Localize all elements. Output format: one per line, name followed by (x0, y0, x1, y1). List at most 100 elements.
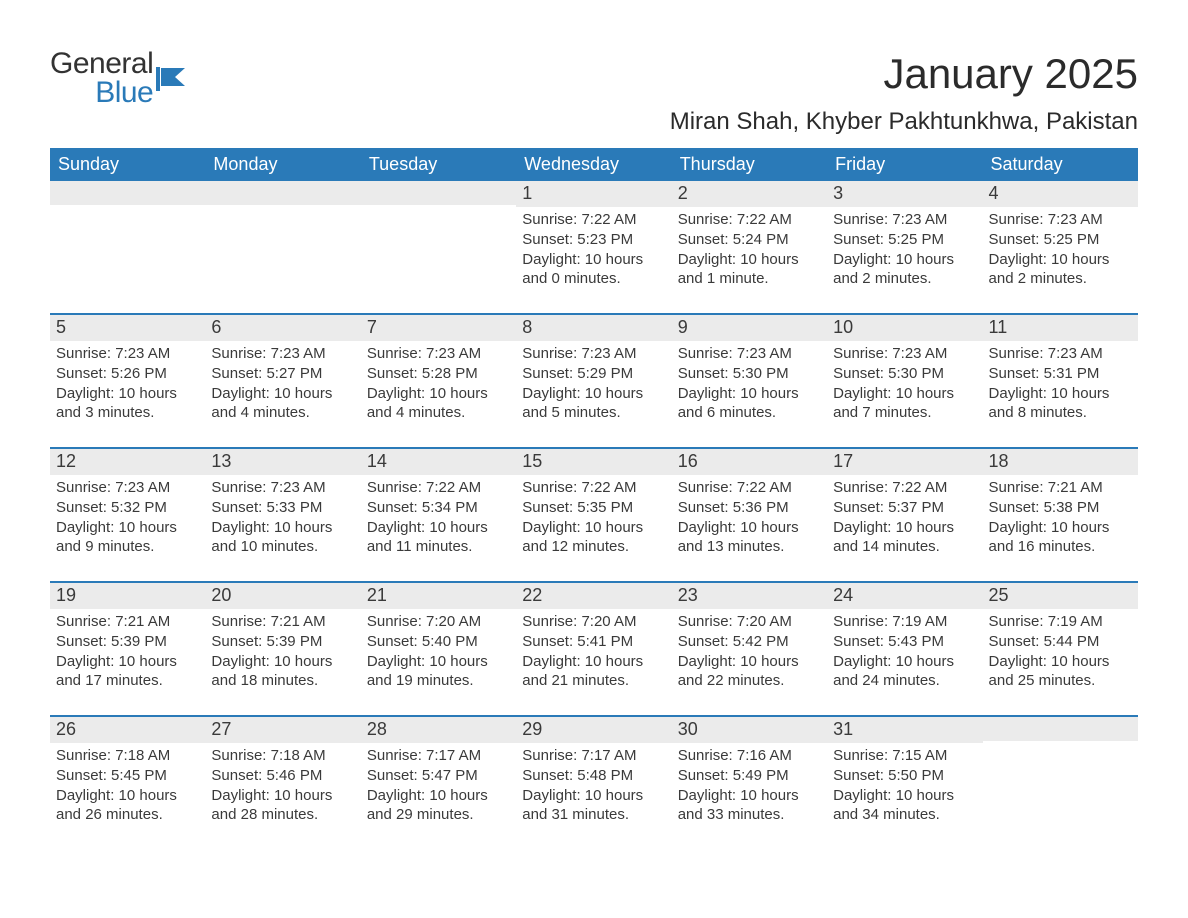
day-number: 3 (827, 181, 982, 207)
day-number: 8 (516, 315, 671, 341)
day-line: Daylight: 10 hours (211, 652, 354, 672)
day-line: and 26 minutes. (56, 805, 199, 825)
day-line: Sunset: 5:36 PM (678, 498, 821, 518)
day-line: Daylight: 10 hours (833, 384, 976, 404)
calendar-day: 1Sunrise: 7:22 AMSunset: 5:23 PMDaylight… (516, 181, 671, 313)
day-line: Sunrise: 7:18 AM (56, 746, 199, 766)
calendar-day: 25Sunrise: 7:19 AMSunset: 5:44 PMDayligh… (983, 583, 1138, 715)
calendar-day: 15Sunrise: 7:22 AMSunset: 5:35 PMDayligh… (516, 449, 671, 581)
day-line: Daylight: 10 hours (56, 384, 199, 404)
day-line: Sunrise: 7:22 AM (678, 210, 821, 230)
day-line: Daylight: 10 hours (833, 250, 976, 270)
day-body: Sunrise: 7:17 AMSunset: 5:48 PMDaylight:… (516, 743, 671, 825)
day-line: and 4 minutes. (367, 403, 510, 423)
day-line: Sunset: 5:40 PM (367, 632, 510, 652)
day-line: Sunset: 5:34 PM (367, 498, 510, 518)
day-line: Sunrise: 7:23 AM (211, 344, 354, 364)
day-line: and 13 minutes. (678, 537, 821, 557)
calendar-day: 22Sunrise: 7:20 AMSunset: 5:41 PMDayligh… (516, 583, 671, 715)
day-number: 5 (50, 315, 205, 341)
calendar-day: 26Sunrise: 7:18 AMSunset: 5:45 PMDayligh… (50, 717, 205, 849)
day-line: and 3 minutes. (56, 403, 199, 423)
calendar-day: 3Sunrise: 7:23 AMSunset: 5:25 PMDaylight… (827, 181, 982, 313)
day-body: Sunrise: 7:20 AMSunset: 5:40 PMDaylight:… (361, 609, 516, 691)
day-body: Sunrise: 7:23 AMSunset: 5:28 PMDaylight:… (361, 341, 516, 423)
day-line: Sunset: 5:23 PM (522, 230, 665, 250)
weekday-header: Saturday (983, 148, 1138, 181)
day-number: 17 (827, 449, 982, 475)
day-number: 27 (205, 717, 360, 743)
day-line: Daylight: 10 hours (678, 250, 821, 270)
day-line: Daylight: 10 hours (678, 786, 821, 806)
day-line: Sunset: 5:30 PM (833, 364, 976, 384)
day-line: and 1 minute. (678, 269, 821, 289)
day-body: Sunrise: 7:17 AMSunset: 5:47 PMDaylight:… (361, 743, 516, 825)
day-line: Daylight: 10 hours (367, 652, 510, 672)
day-line: Daylight: 10 hours (833, 786, 976, 806)
day-line: Daylight: 10 hours (678, 652, 821, 672)
day-number: 6 (205, 315, 360, 341)
day-line: Sunset: 5:26 PM (56, 364, 199, 384)
day-number: 30 (672, 717, 827, 743)
day-body: Sunrise: 7:21 AMSunset: 5:39 PMDaylight:… (50, 609, 205, 691)
calendar-day: 4Sunrise: 7:23 AMSunset: 5:25 PMDaylight… (983, 181, 1138, 313)
day-line: Sunrise: 7:23 AM (989, 210, 1132, 230)
calendar-day: 17Sunrise: 7:22 AMSunset: 5:37 PMDayligh… (827, 449, 982, 581)
day-body: Sunrise: 7:22 AMSunset: 5:34 PMDaylight:… (361, 475, 516, 557)
weekday-header: Monday (205, 148, 360, 181)
day-line: Daylight: 10 hours (56, 652, 199, 672)
day-line: Sunrise: 7:23 AM (678, 344, 821, 364)
day-line: and 10 minutes. (211, 537, 354, 557)
day-number: 28 (361, 717, 516, 743)
day-line: Sunrise: 7:17 AM (522, 746, 665, 766)
logo-word-1: General (50, 50, 153, 79)
day-line: Daylight: 10 hours (678, 384, 821, 404)
weekday-header: Wednesday (516, 148, 671, 181)
day-line: Sunset: 5:38 PM (989, 498, 1132, 518)
calendar-day: 5Sunrise: 7:23 AMSunset: 5:26 PMDaylight… (50, 315, 205, 447)
day-line: Sunrise: 7:21 AM (211, 612, 354, 632)
day-number: 1 (516, 181, 671, 207)
calendar-day: 28Sunrise: 7:17 AMSunset: 5:47 PMDayligh… (361, 717, 516, 849)
day-line: Sunset: 5:42 PM (678, 632, 821, 652)
calendar-day: 16Sunrise: 7:22 AMSunset: 5:36 PMDayligh… (672, 449, 827, 581)
day-line: Daylight: 10 hours (833, 518, 976, 538)
day-line: Sunset: 5:35 PM (522, 498, 665, 518)
calendar-week: 26Sunrise: 7:18 AMSunset: 5:45 PMDayligh… (50, 715, 1138, 849)
day-line: Daylight: 10 hours (367, 786, 510, 806)
day-line: Sunset: 5:45 PM (56, 766, 199, 786)
day-body: Sunrise: 7:23 AMSunset: 5:32 PMDaylight:… (50, 475, 205, 557)
day-line: Sunset: 5:28 PM (367, 364, 510, 384)
calendar-day: 12Sunrise: 7:23 AMSunset: 5:32 PMDayligh… (50, 449, 205, 581)
day-line: Sunset: 5:27 PM (211, 364, 354, 384)
day-body: Sunrise: 7:18 AMSunset: 5:46 PMDaylight:… (205, 743, 360, 825)
day-line: Sunrise: 7:16 AM (678, 746, 821, 766)
day-line: Sunrise: 7:23 AM (833, 210, 976, 230)
day-number: 24 (827, 583, 982, 609)
day-body: Sunrise: 7:22 AMSunset: 5:35 PMDaylight:… (516, 475, 671, 557)
header-row: General Blue January 2025 Miran Shah, Kh… (50, 50, 1138, 136)
calendar-weeks: 1 Sunrise: 7:22 AM Sunset: 5:23 PM Daylight… (50, 181, 1138, 849)
day-line: Sunrise: 7:22 AM (522, 478, 665, 498)
day-line: Sunrise: 7:18 AM (211, 746, 354, 766)
day-body: Sunrise: 7:21 AMSunset: 5:39 PMDaylight:… (205, 609, 360, 691)
day-line: and 29 minutes. (367, 805, 510, 825)
day-line: Sunset: 5:29 PM (522, 364, 665, 384)
day-line: Sunset: 5:30 PM (678, 364, 821, 384)
weekday-header: Tuesday (361, 148, 516, 181)
calendar-day: 29Sunrise: 7:17 AMSunset: 5:48 PMDayligh… (516, 717, 671, 849)
day-body: Sunrise: 7:23 AMSunset: 5:31 PMDaylight:… (983, 341, 1138, 423)
day-line: Sunset: 5:33 PM (211, 498, 354, 518)
calendar-day: 6Sunrise: 7:23 AMSunset: 5:27 PMDaylight… (205, 315, 360, 447)
day-line: Sunset: 5:37 PM (833, 498, 976, 518)
day-line: Daylight: 10 hours (56, 518, 199, 538)
day-body: Sunrise: 7:23 AMSunset: 5:29 PMDaylight:… (516, 341, 671, 423)
day-number: 13 (205, 449, 360, 475)
calendar-day (50, 181, 205, 313)
day-line: Sunset: 5:50 PM (833, 766, 976, 786)
day-number: 4 (983, 181, 1138, 207)
day-number: 19 (50, 583, 205, 609)
day-body: Sunrise: 7:23 AMSunset: 5:25 PMDaylight:… (827, 207, 982, 289)
day-line: Sunrise: 7:17 AM (367, 746, 510, 766)
day-line: and 24 minutes. (833, 671, 976, 691)
